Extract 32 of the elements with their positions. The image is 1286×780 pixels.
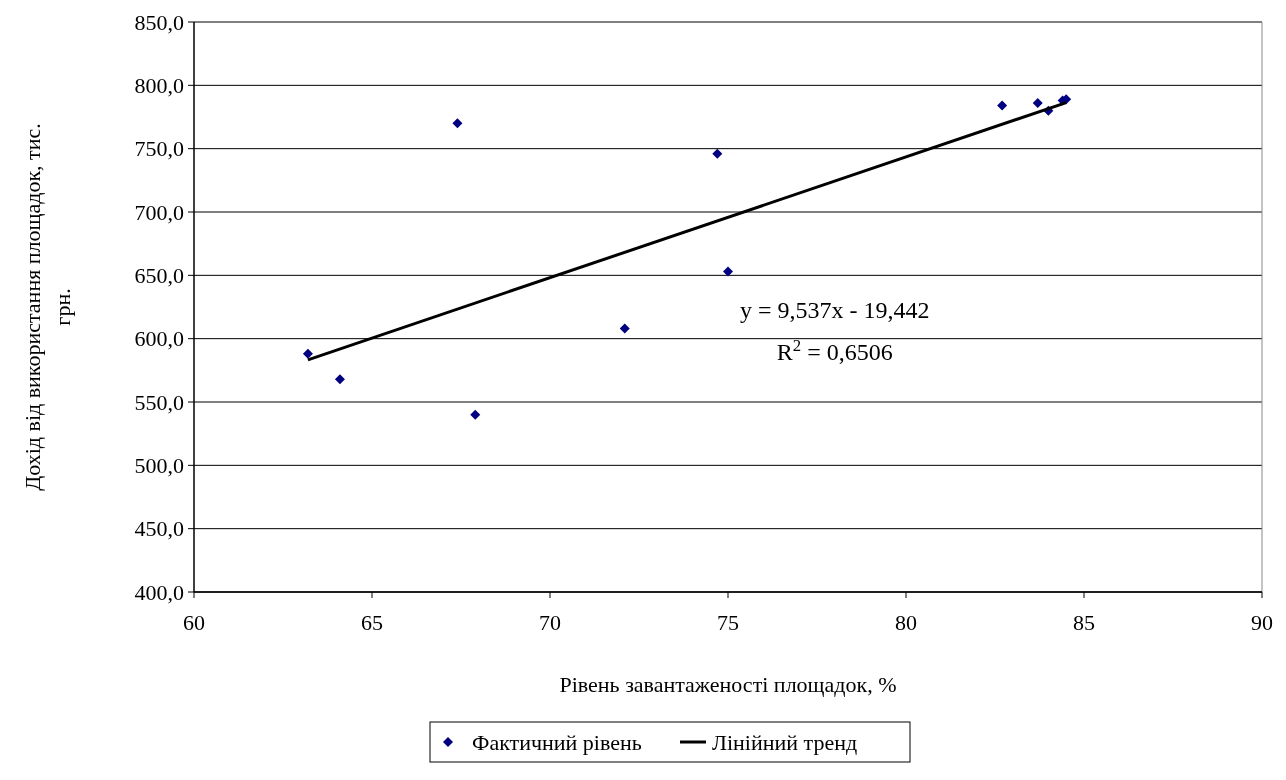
x-tick-label: 60 <box>183 610 205 635</box>
x-axis-title: Рівень завантаженості площадок, % <box>559 672 897 697</box>
y-tick-label: 750,0 <box>134 136 184 162</box>
annotation: R$^{2}$ = 0,6506 <box>776 335 893 366</box>
point <box>712 148 723 159</box>
point <box>723 266 733 277</box>
x-tick-label: 85 <box>1073 610 1095 635</box>
x-tick-label: 80 <box>895 610 917 635</box>
y-axis-title: Дохід від використання площадок, тис. грн. <box>20 123 75 491</box>
y-tick-label: 500,0 <box>134 453 184 479</box>
annotation: y = 9,537x - 19,442 <box>740 297 930 324</box>
x-tick-label: 90 <box>1251 610 1273 635</box>
point <box>997 100 1008 111</box>
y-tick-label: 400,0 <box>134 579 184 605</box>
x-tick-label: 70 <box>539 610 561 635</box>
point <box>470 409 481 420</box>
y-tick-label: 600,0 <box>134 326 184 352</box>
x-tick-label: 75 <box>717 610 739 635</box>
point <box>302 348 313 359</box>
point <box>619 323 630 334</box>
y-tick-label: 650,0 <box>134 263 184 289</box>
y-tick-label: 800,0 <box>134 73 184 99</box>
y-tick-label: 850,0 <box>134 9 184 35</box>
point <box>1032 98 1043 109</box>
point <box>334 374 345 385</box>
point <box>452 118 463 129</box>
y-tick-label: 700,0 <box>134 199 184 225</box>
legend-label: Фактичний рівень <box>472 729 642 755</box>
x-tick-label: 65 <box>361 610 383 635</box>
y-tick-label: 550,0 <box>134 389 184 415</box>
legend-label: Лінійний тренд <box>712 729 858 755</box>
y-tick-label: 450,0 <box>134 516 184 542</box>
